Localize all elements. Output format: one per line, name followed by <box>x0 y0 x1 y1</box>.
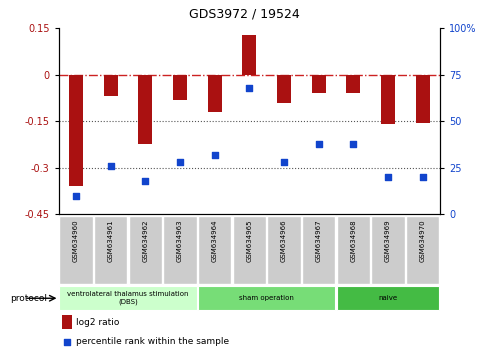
Text: sham operation: sham operation <box>239 295 294 301</box>
Point <box>384 174 391 180</box>
Bar <box>380 75 394 124</box>
Text: GSM634965: GSM634965 <box>246 220 252 262</box>
Bar <box>207 75 221 112</box>
Text: ventrolateral thalamus stimulation
(DBS): ventrolateral thalamus stimulation (DBS) <box>67 291 188 305</box>
Point <box>210 152 218 158</box>
Bar <box>311 75 325 93</box>
Point <box>63 339 71 345</box>
Text: GSM634963: GSM634963 <box>177 220 183 262</box>
Bar <box>242 35 256 75</box>
Text: protocol: protocol <box>10 294 47 303</box>
Bar <box>128 216 162 284</box>
Text: GSM634960: GSM634960 <box>73 220 79 262</box>
Text: GSM634966: GSM634966 <box>281 220 286 262</box>
Text: naive: naive <box>378 295 397 301</box>
Point <box>72 193 80 198</box>
Bar <box>69 75 83 186</box>
Bar <box>163 216 196 284</box>
Point <box>176 159 183 165</box>
Text: GSM634968: GSM634968 <box>350 220 356 262</box>
Text: GSM634969: GSM634969 <box>385 220 390 262</box>
Bar <box>138 75 152 144</box>
Bar <box>59 216 92 284</box>
Bar <box>346 75 360 93</box>
Bar <box>336 216 369 284</box>
Bar <box>302 216 335 284</box>
Bar <box>415 75 429 123</box>
Point <box>349 141 357 146</box>
Bar <box>277 75 290 103</box>
Text: GSM634967: GSM634967 <box>315 220 321 262</box>
Bar <box>198 216 231 284</box>
Text: GSM634962: GSM634962 <box>142 220 148 262</box>
Point <box>141 178 149 183</box>
Text: GSM634964: GSM634964 <box>211 220 217 262</box>
Bar <box>232 216 265 284</box>
Text: GSM634970: GSM634970 <box>419 220 425 262</box>
Bar <box>173 75 186 99</box>
Point <box>280 159 287 165</box>
Bar <box>336 286 439 310</box>
Point <box>418 174 426 180</box>
Bar <box>62 315 72 329</box>
Bar <box>103 75 118 97</box>
Text: GSM634961: GSM634961 <box>107 220 113 262</box>
Bar <box>267 216 300 284</box>
Point <box>314 141 322 146</box>
Point <box>106 163 114 169</box>
Text: GDS3972 / 19524: GDS3972 / 19524 <box>189 8 299 21</box>
Text: log2 ratio: log2 ratio <box>76 318 119 327</box>
Bar <box>198 286 335 310</box>
Bar <box>406 216 439 284</box>
Bar <box>59 286 196 310</box>
Bar <box>371 216 404 284</box>
Bar <box>94 216 127 284</box>
Point <box>245 85 253 91</box>
Text: percentile rank within the sample: percentile rank within the sample <box>76 337 228 347</box>
